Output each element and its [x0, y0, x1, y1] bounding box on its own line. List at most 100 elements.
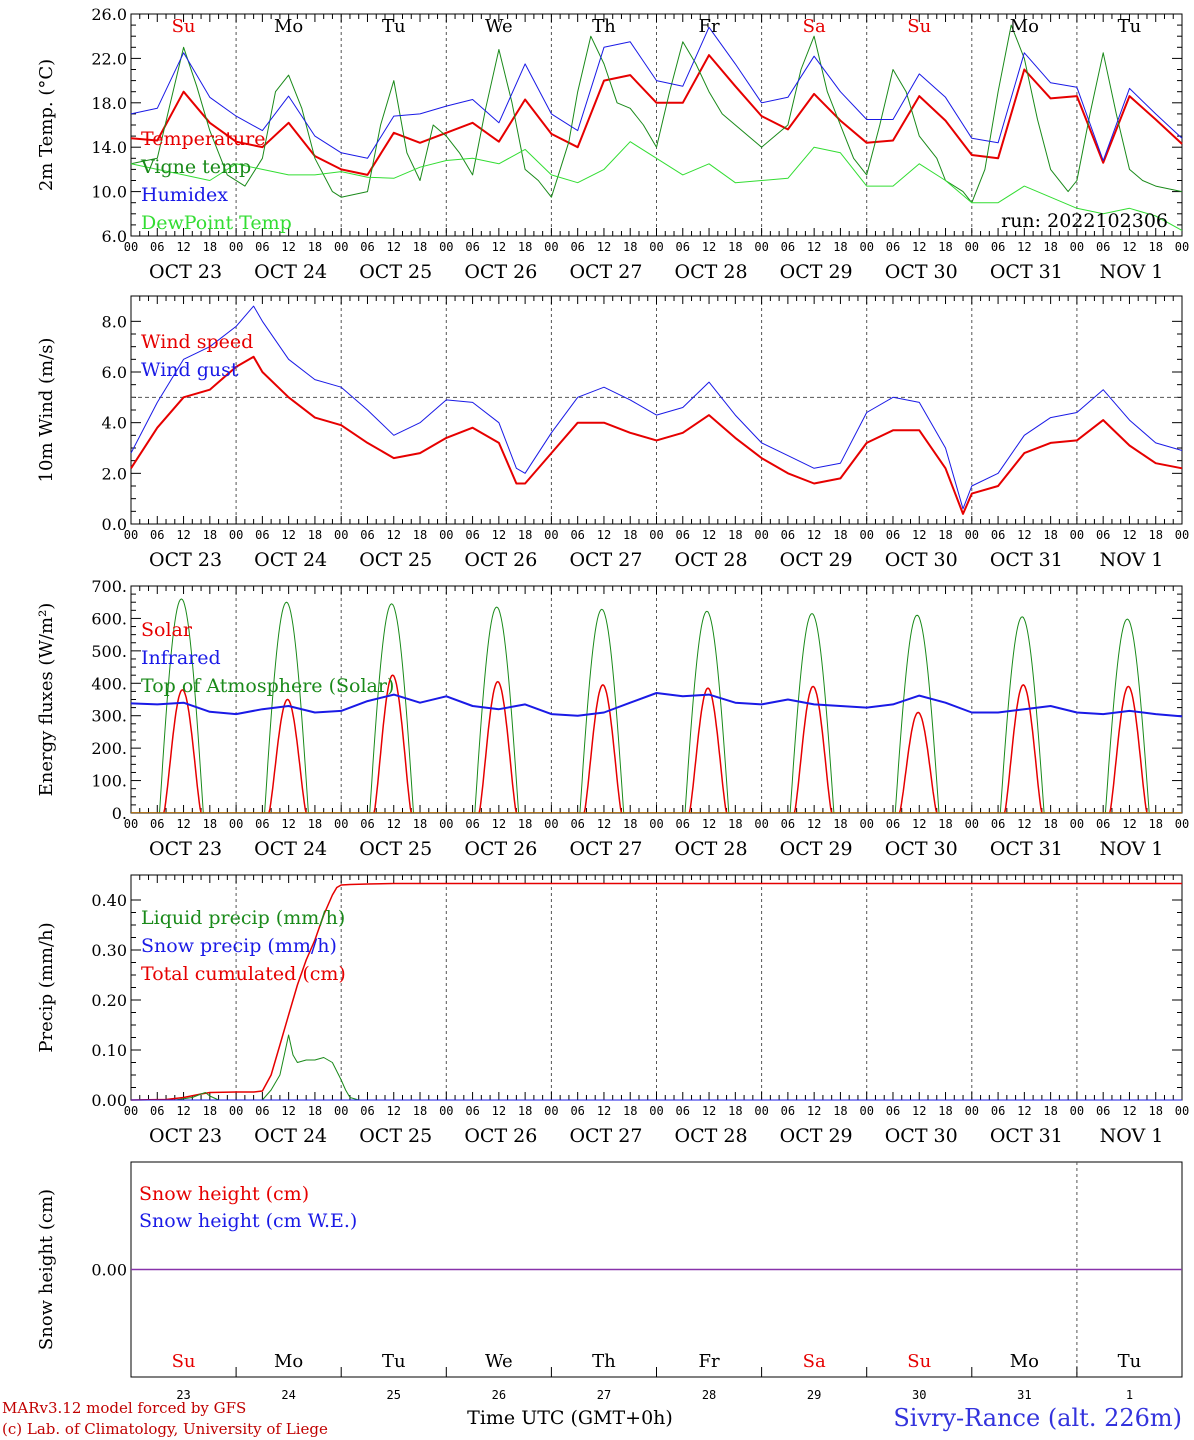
hour-label: 12	[492, 240, 506, 254]
y-tick-label: 10.0	[91, 183, 127, 202]
hour-label: 12	[807, 817, 821, 831]
hour-label: 18	[623, 240, 637, 254]
hour-label: 12	[387, 1104, 401, 1118]
date-label: OCT 26	[464, 838, 537, 860]
hour-label: 00	[334, 817, 348, 831]
hour-label: 18	[938, 240, 952, 254]
hour-label: 00	[334, 240, 348, 254]
hour-label: 06	[465, 1104, 479, 1118]
hour-label: 18	[1043, 817, 1057, 831]
solar-curve	[1108, 685, 1148, 814]
legend-entry: Vigne temp	[140, 156, 251, 178]
hour-label: 12	[702, 240, 716, 254]
date-label: OCT 27	[569, 1125, 642, 1147]
hour-label: 18	[623, 817, 637, 831]
day-number-label: 28	[702, 1388, 716, 1402]
day-number-label: 25	[387, 1388, 401, 1402]
hour-label: 06	[676, 240, 690, 254]
weekday-label: Th	[592, 1351, 616, 1372]
legend-entry: DewPoint Temp	[141, 212, 292, 234]
hour-label: 00	[965, 240, 979, 254]
hour-label: 18	[833, 817, 847, 831]
hour-label: 12	[597, 1104, 611, 1118]
weekday-label: Fr	[699, 1351, 720, 1372]
hour-label: 18	[728, 528, 742, 542]
hour-label: 06	[781, 528, 795, 542]
y-tick-label: 2.0	[102, 464, 127, 483]
date-label: OCT 29	[780, 838, 853, 860]
series-infrared	[130, 692, 1183, 718]
hour-label: 00	[649, 817, 663, 831]
series-dewpoint-temp	[130, 141, 1183, 231]
toa-solar-curve	[894, 614, 940, 814]
hour-label: 18	[1148, 528, 1162, 542]
weekday-label: Mo	[274, 1351, 303, 1372]
hour-label: 12	[281, 817, 295, 831]
hour-label: 00	[754, 528, 768, 542]
solar-curve	[268, 698, 307, 814]
y-tick-label: 0.0	[102, 515, 127, 534]
hour-label: 06	[676, 1104, 690, 1118]
date-label: OCT 30	[885, 261, 958, 283]
hour-label: 18	[203, 528, 217, 542]
y-axis-label: Precip (mm/h)	[36, 922, 57, 1052]
weekday-label: Su	[172, 16, 196, 37]
hour-label: 06	[886, 817, 900, 831]
hour-label: 18	[1043, 1104, 1057, 1118]
date-label: OCT 26	[464, 1125, 537, 1147]
hour-label: 18	[203, 1104, 217, 1118]
weekday-label: Su	[907, 16, 931, 37]
hour-label: 06	[255, 817, 269, 831]
date-label: OCT 23	[149, 261, 222, 283]
toa-solar-curve	[474, 606, 520, 814]
hour-label: 00	[124, 528, 138, 542]
hour-label: 18	[938, 817, 952, 831]
legend-entry: Snow precip (mm/h)	[141, 935, 337, 957]
solar-curve	[583, 684, 623, 814]
hour-label: 12	[807, 240, 821, 254]
hour-label: 06	[1096, 1104, 1110, 1118]
series-humidex	[130, 26, 1183, 161]
weekday-label: Su	[172, 1351, 196, 1372]
date-label: OCT 28	[675, 838, 748, 860]
hour-label: 06	[781, 1104, 795, 1118]
hour-label: 00	[1070, 1104, 1084, 1118]
hour-label: 18	[938, 528, 952, 542]
series-wind-speed	[130, 355, 1183, 515]
solar-curve	[478, 680, 518, 814]
x-axis-title: Time UTC (GMT+0h)	[467, 1407, 673, 1429]
hour-label: 06	[991, 528, 1005, 542]
hour-label: 18	[413, 528, 427, 542]
panel-2: 00 06 12 18 00 06 12 18 00 06 12 18 00 06 12 18 00 06 12 18…	[36, 295, 1189, 571]
weekday-label: Tu	[382, 16, 406, 37]
y-tick-label: 0.40	[91, 891, 127, 910]
hour-label: 12	[387, 240, 401, 254]
date-label: OCT 23	[149, 549, 222, 571]
hour-label: 06	[1096, 240, 1110, 254]
weekday-label: Tu	[382, 1351, 406, 1372]
hour-label: 18	[938, 1104, 952, 1118]
series-liquid-precip-mm-h	[131, 1034, 1182, 1101]
date-label: OCT 26	[464, 261, 537, 283]
legend-entry: Snow height (cm W.E.)	[139, 1210, 357, 1232]
legend-entry: Top of Atmosphere (Solar)	[141, 675, 394, 697]
y-tick-label: 0.	[112, 804, 127, 823]
date-label: OCT 25	[359, 261, 432, 283]
hour-label: 18	[518, 528, 532, 542]
hour-label: 12	[387, 817, 401, 831]
hour-label: 12	[702, 528, 716, 542]
weekday-label: Fr	[699, 16, 720, 37]
hour-label: 00	[439, 528, 453, 542]
hour-label: 00	[439, 240, 453, 254]
hour-label: 00	[754, 1104, 768, 1118]
y-axis-label: 2m Temp. (°C)	[36, 59, 57, 191]
solar-curve	[688, 687, 728, 814]
hour-label: 12	[912, 240, 926, 254]
hour-label: 12	[1122, 240, 1136, 254]
date-label: OCT 29	[780, 549, 853, 571]
day-number-label: 29	[807, 1388, 821, 1402]
hour-label: 00	[439, 1104, 453, 1118]
y-tick-label: 600.	[91, 609, 127, 628]
hour-label: 18	[413, 240, 427, 254]
date-label: OCT 24	[254, 838, 327, 860]
